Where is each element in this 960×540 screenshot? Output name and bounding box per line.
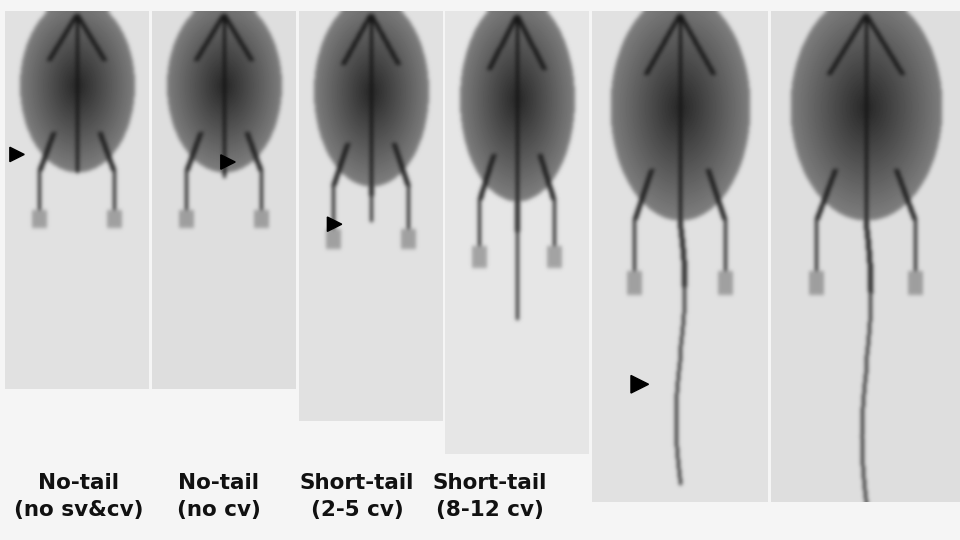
- Polygon shape: [327, 217, 342, 232]
- Text: (no sv&cv): (no sv&cv): [14, 500, 143, 521]
- Polygon shape: [10, 147, 24, 161]
- Polygon shape: [631, 375, 649, 393]
- Text: No-tail: No-tail: [38, 473, 119, 494]
- Text: Kinked-tail: Kinked-tail: [592, 473, 723, 494]
- Polygon shape: [221, 155, 235, 169]
- Text: (no cv): (no cv): [177, 500, 261, 521]
- Text: Short-tail: Short-tail: [300, 473, 415, 494]
- Text: Long-ta: Long-ta: [806, 473, 899, 494]
- Text: (2-5 cv): (2-5 cv): [311, 500, 403, 521]
- Text: (8-12 cv): (8-12 cv): [436, 500, 543, 521]
- Text: No-tail: No-tail: [179, 473, 259, 494]
- Text: Short-tail: Short-tail: [432, 473, 547, 494]
